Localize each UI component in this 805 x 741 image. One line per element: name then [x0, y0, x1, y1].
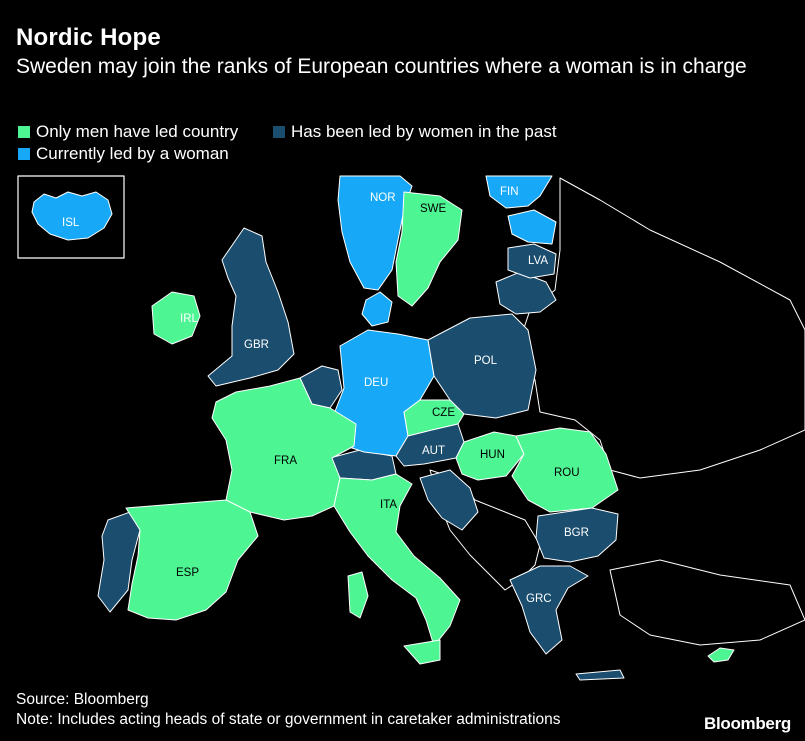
label-swe: SWE: [420, 203, 447, 215]
iceland-inset-frame: [17, 175, 125, 259]
land-cyprus: [707, 647, 735, 663]
country-labels: ISL NOR SWE FIN LVA IRL GBR DEU POL CZE …: [62, 186, 589, 605]
island-crete: [575, 669, 625, 681]
label-deu: DEU: [364, 377, 388, 389]
label-cze: CZE: [432, 407, 455, 419]
footnote: Note: Includes acting heads of state or …: [16, 711, 561, 728]
label-fra: FRA: [274, 455, 297, 467]
country-nor: [337, 175, 413, 291]
legend-item-men-only: Only men have led country: [18, 122, 238, 142]
country-ita: [333, 473, 461, 647]
legend-swatch-past-women: [273, 126, 285, 138]
land-slovakia-croatia: [419, 469, 479, 531]
land-russia-belarus-ukraine: [519, 177, 805, 479]
source-note: Source: Bloomberg: [16, 691, 149, 708]
island-sicily: [403, 639, 441, 665]
bloomberg-logo: Bloomberg: [703, 714, 791, 733]
country-isl: [31, 191, 113, 241]
chart-title: Nordic Hope: [16, 24, 161, 51]
label-gbr: GBR: [244, 339, 269, 351]
label-hun: HUN: [480, 449, 505, 461]
label-bgr: BGR: [564, 527, 589, 539]
country-swe: [395, 191, 463, 307]
island-sardinia: [347, 571, 369, 619]
legend-item-current-woman: Currently led by a woman: [18, 144, 229, 164]
label-ita: ITA: [380, 499, 397, 511]
country-irl: [151, 291, 201, 345]
label-isl: ISL: [62, 217, 80, 229]
label-rou: ROU: [554, 467, 580, 479]
label-lva: LVA: [528, 255, 548, 267]
land-denmark: [361, 291, 393, 327]
country-bgr: [535, 507, 619, 563]
country-fin: [485, 175, 553, 209]
country-gbr: [207, 227, 295, 387]
label-fin: FIN: [500, 186, 519, 198]
label-aut: AUT: [422, 445, 445, 457]
footer: Source: Bloomberg Note: Includes acting …: [16, 690, 561, 730]
land-turkey: [609, 559, 805, 646]
country-pol: [427, 313, 537, 419]
legend-item-past-women: Has been led by women in the past: [273, 122, 557, 142]
country-grc: [509, 565, 589, 655]
legend-label-past-women: Has been led by women in the past: [291, 122, 557, 141]
label-nor: NOR: [370, 192, 396, 204]
legend-swatch-current-woman: [18, 148, 30, 160]
legend-label-men-only: Only men have led country: [36, 122, 239, 141]
country-lva: [507, 243, 557, 279]
legend-swatch-men-only: [18, 126, 30, 138]
label-pol: POL: [474, 355, 498, 367]
label-grc: GRC: [526, 593, 552, 605]
legend-label-current-woman: Currently led by a woman: [36, 144, 229, 163]
label-irl: IRL: [180, 313, 199, 325]
chart-subtitle: Sweden may join the ranks of European co…: [16, 55, 747, 78]
label-esp: ESP: [176, 567, 199, 579]
land-estonia: [507, 209, 557, 245]
country-esp: [125, 499, 259, 621]
